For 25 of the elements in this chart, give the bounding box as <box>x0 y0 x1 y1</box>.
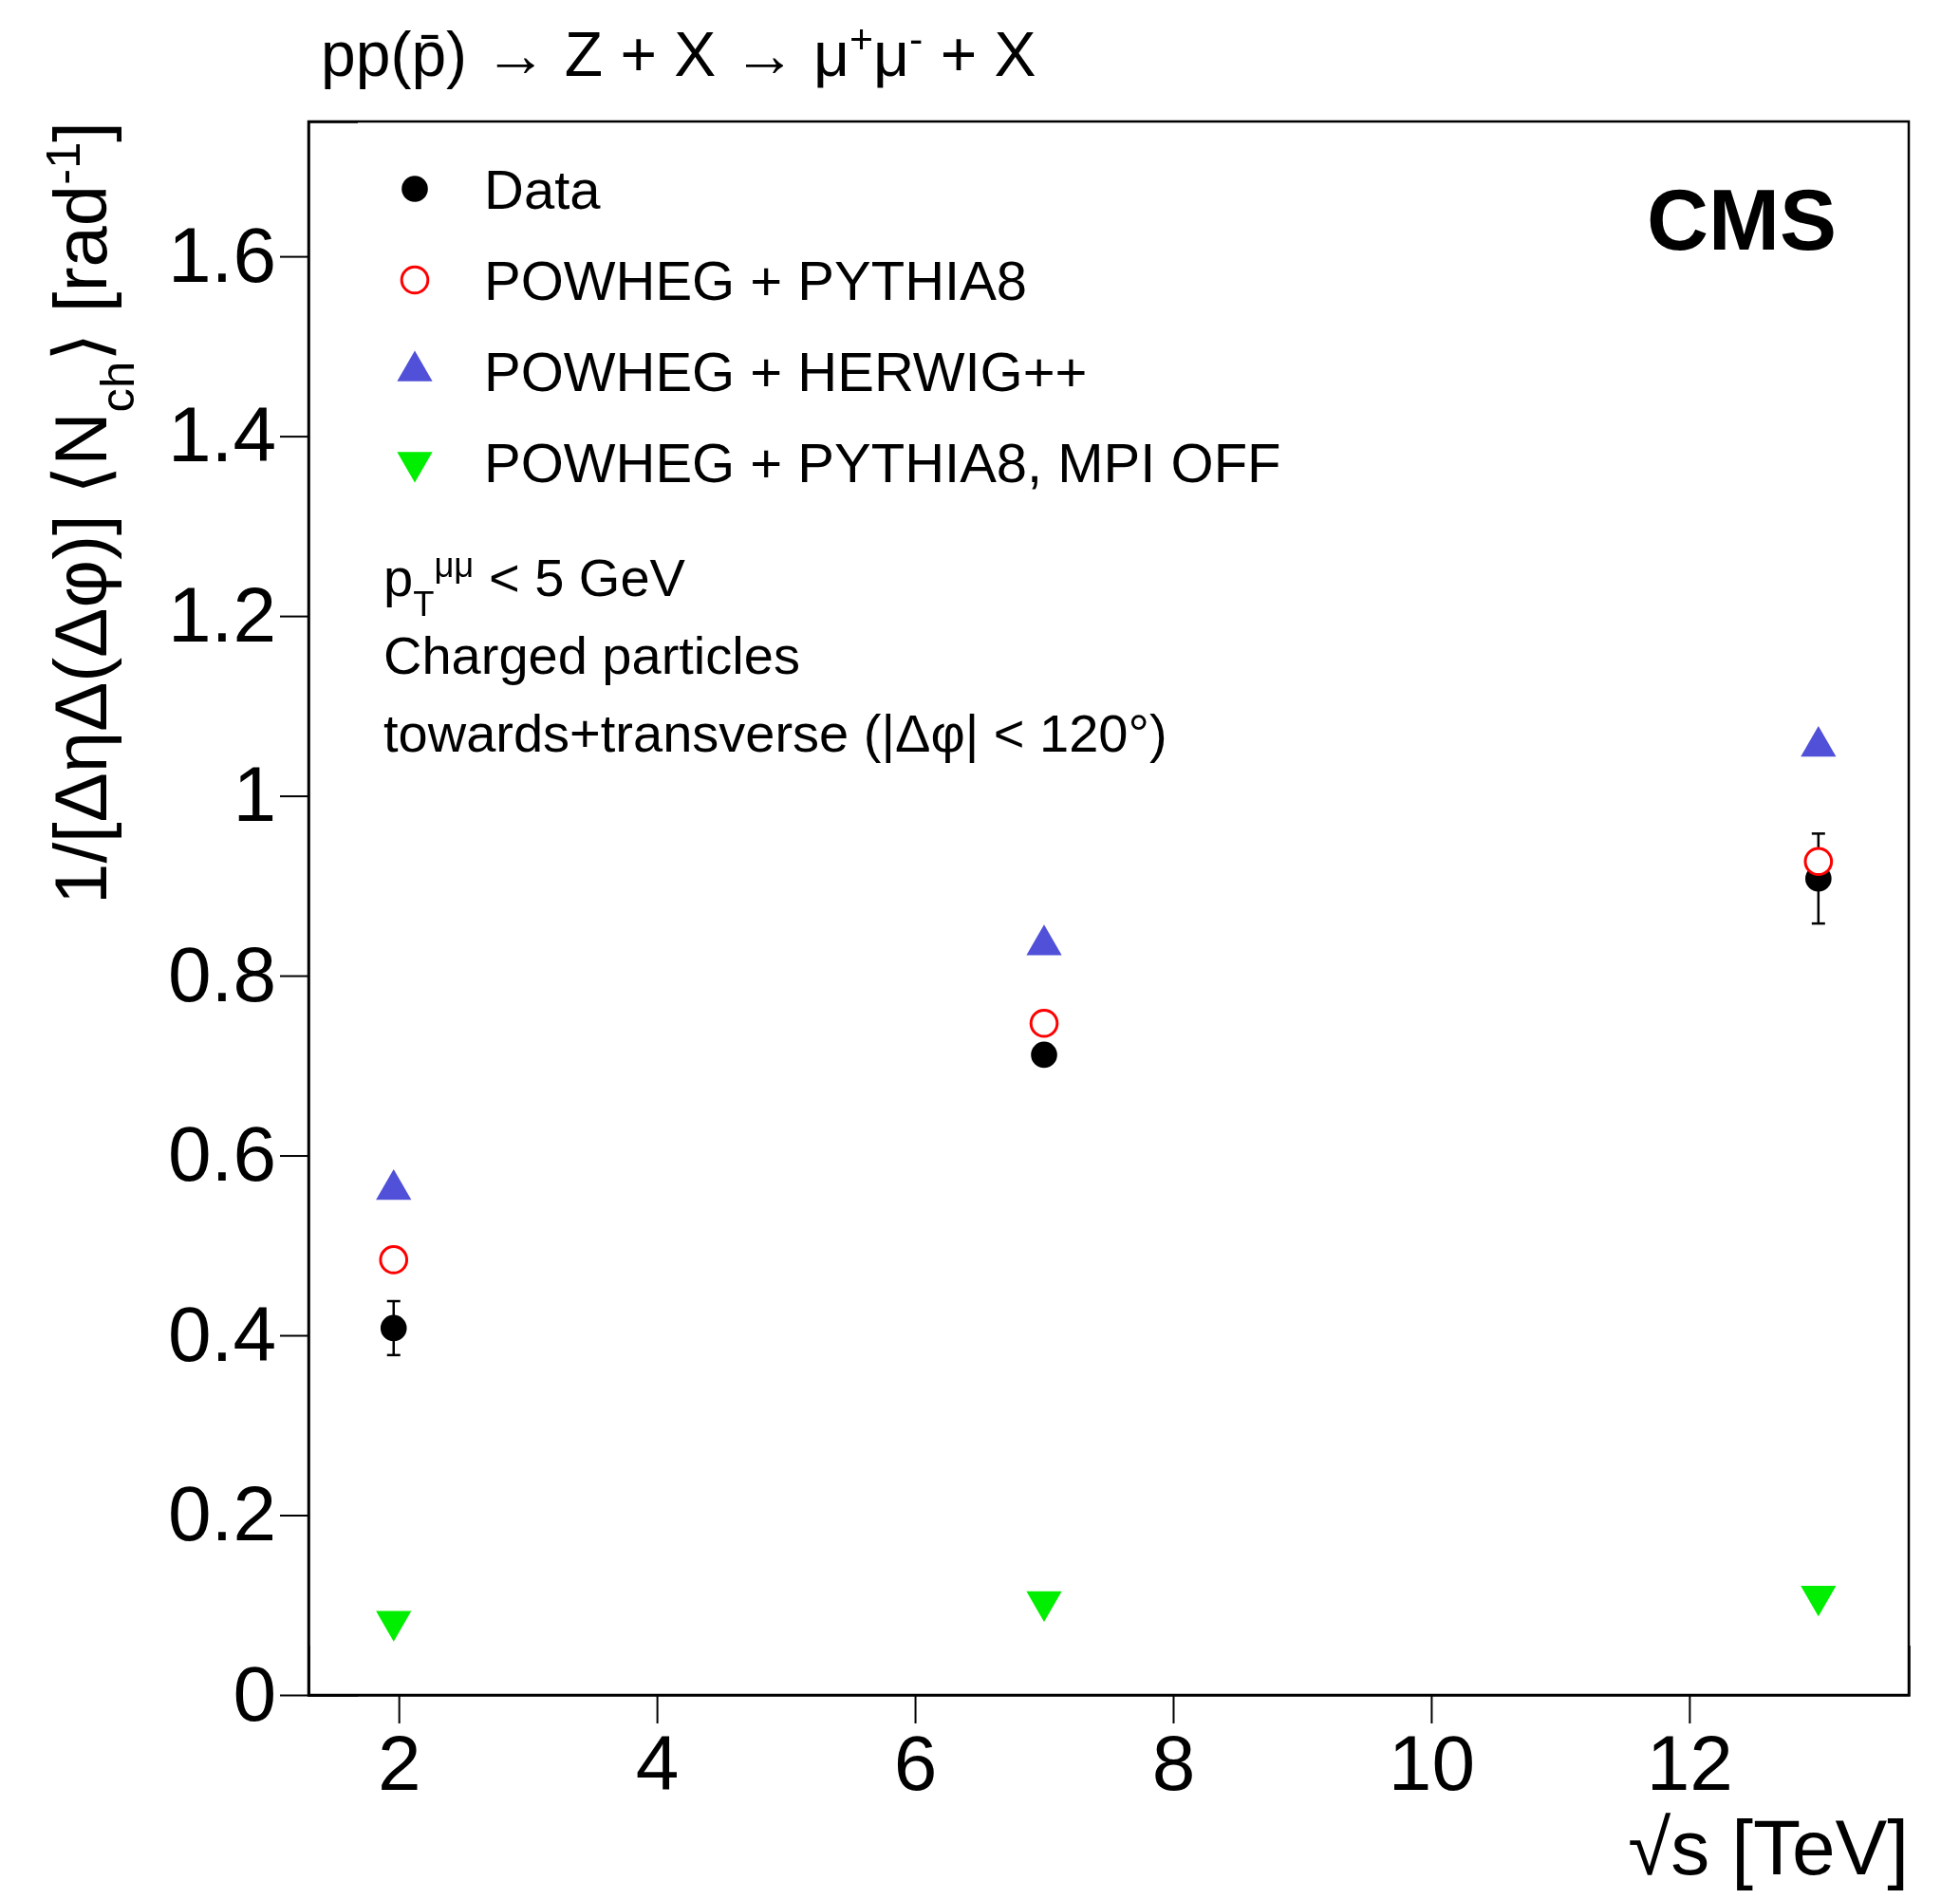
y-tick-label: 1 <box>233 751 276 838</box>
legend-label: POWHEG + PYTHIA8 <box>484 249 1028 311</box>
annotation: Charged particles <box>383 625 800 685</box>
x-axis-title: √s [TeV] <box>1628 1804 1909 1890</box>
legend-label: POWHEG + HERWIG++ <box>484 340 1088 402</box>
x-tick-label: 2 <box>377 1720 421 1806</box>
annotation: CMS <box>1647 173 1837 268</box>
y-tick-label: 0.4 <box>168 1290 276 1377</box>
y-tick-label: 1.4 <box>168 391 276 478</box>
y-tick-label: 1.6 <box>168 211 276 298</box>
x-tick-label: 6 <box>893 1720 938 1806</box>
x-tick-label: 4 <box>635 1720 680 1806</box>
y-tick-label: 0.6 <box>168 1110 276 1198</box>
y-tick-label: 1.2 <box>168 570 276 658</box>
y-tick-label: 0.8 <box>168 930 276 1017</box>
legend-label: Data <box>484 158 602 220</box>
annotation: towards+transverse (|Δφ| < 120°) <box>383 703 1167 763</box>
y-tick-label: 0.2 <box>168 1470 276 1557</box>
legend-label: POWHEG + PYTHIA8, MPI OFF <box>484 431 1281 493</box>
chart-title: pp(p̄) → Z + X → μ$^{+}$μ$^{-}$ + X <box>321 16 1036 89</box>
x-tick-label: 12 <box>1646 1720 1733 1806</box>
y-tick-label: 0 <box>233 1649 276 1737</box>
x-tick-label: 8 <box>1151 1720 1196 1806</box>
x-tick-label: 10 <box>1388 1720 1476 1806</box>
annotation: p$_{T}$$^{μμ}$ < 5 GeV <box>383 545 686 624</box>
